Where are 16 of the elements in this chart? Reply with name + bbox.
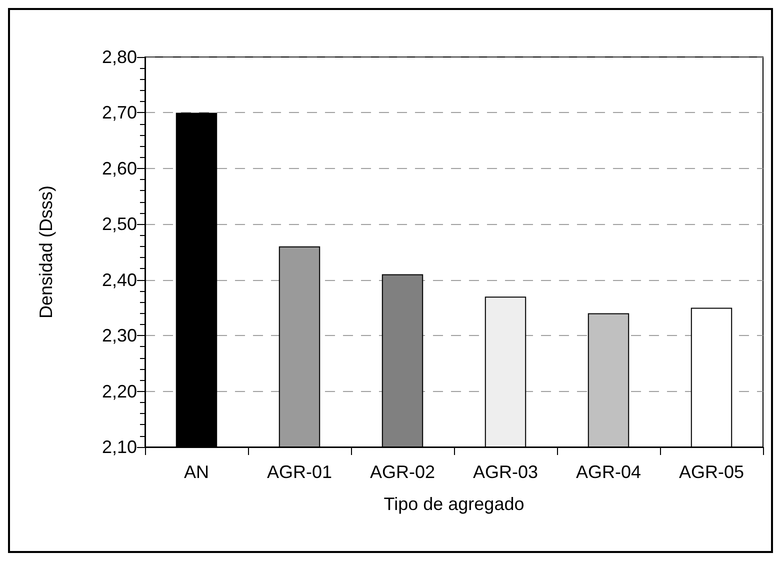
x-tick-label: AGR-04 [576,462,642,482]
y-tick-label: 2,70 [102,102,137,123]
y-tick-label: 2,20 [102,381,137,402]
x-tick-label: AN [184,462,210,482]
x-tick-label: AGR-01 [266,462,332,482]
x-tick-label: AGR-05 [678,462,744,482]
y-tick-label: 2,40 [102,270,137,290]
x-tick-label: AGR-02 [370,462,436,482]
y-tick-label: 2,50 [102,214,137,234]
y-tick-label: 2,60 [102,158,137,178]
x-tick-label: AGR-03 [472,462,538,482]
x-axis-title: Tipo de agregado [384,494,524,514]
y-tick-label: 2,80 [102,47,137,67]
y-tick-label: 2,10 [102,437,137,457]
y-axis-title: Densidad (Dsss) [36,185,56,319]
y-tick-label: 2,30 [102,326,137,346]
